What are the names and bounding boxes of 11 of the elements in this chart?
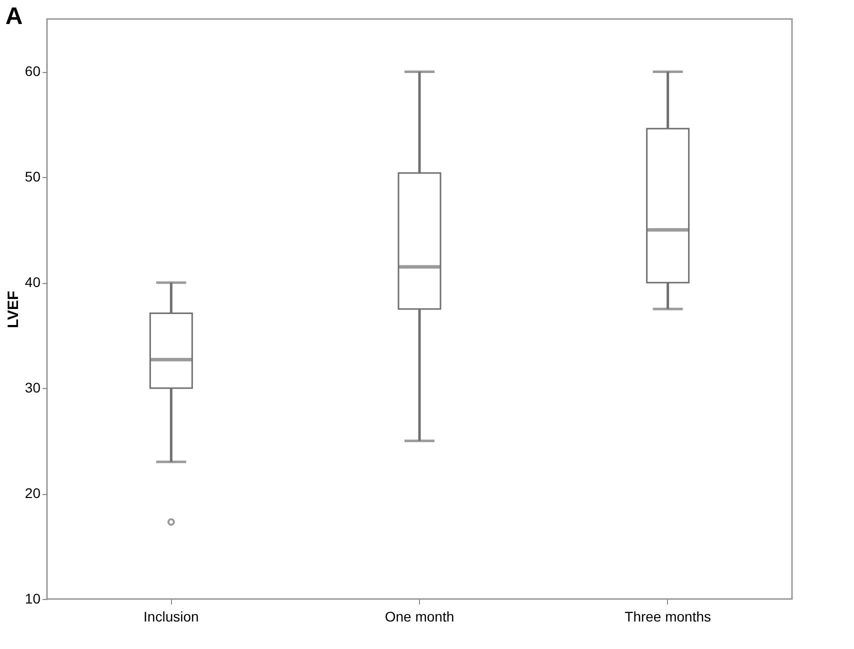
x-tick-label: Three months (624, 608, 712, 624)
y-tick-label: 40 (24, 274, 41, 290)
x-tick-label: Inclusion (144, 608, 199, 624)
y-tick-label: 50 (24, 168, 41, 185)
x-tick-label: One month (384, 608, 454, 624)
y-tick-label: 10 (24, 590, 41, 606)
y-tick-label: 30 (24, 380, 41, 396)
y-axis-title: LVEF (4, 290, 22, 328)
y-tick-label: 60 (24, 63, 41, 80)
chart-title: A (5, 3, 23, 30)
y-tick-label: 20 (24, 485, 41, 502)
